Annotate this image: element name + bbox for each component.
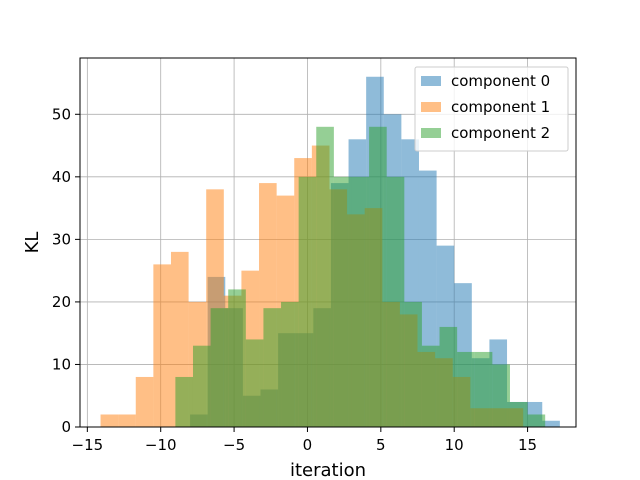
y-tick-label: 50 bbox=[52, 105, 71, 123]
histogram-bar bbox=[298, 176, 317, 427]
x-tick-label: 0 bbox=[303, 436, 313, 454]
histogram-bar bbox=[421, 345, 440, 427]
legend-swatch bbox=[421, 128, 441, 138]
legend-entries: component 0 component 1 component 2 bbox=[421, 72, 550, 142]
histogram-bar bbox=[404, 301, 422, 427]
y-axis-label: KL bbox=[22, 232, 43, 254]
histogram-bar bbox=[509, 401, 528, 427]
histogram-bar bbox=[100, 414, 119, 427]
histogram-bars bbox=[100, 76, 560, 428]
legend-label: component 1 bbox=[451, 98, 550, 116]
histogram-bar bbox=[263, 308, 282, 427]
y-tick-label: 10 bbox=[52, 355, 71, 373]
histogram-bar bbox=[333, 176, 352, 427]
x-tick-label: −5 bbox=[223, 436, 245, 454]
histogram-bar bbox=[192, 345, 211, 427]
histogram-bar bbox=[457, 351, 475, 427]
y-tick-label: 30 bbox=[52, 230, 71, 248]
histogram-bar bbox=[474, 351, 493, 427]
x-tick-label: 15 bbox=[518, 436, 537, 454]
legend: component 0 component 1 component 2 bbox=[414, 66, 569, 152]
legend-entry-0: component 0 bbox=[421, 72, 550, 90]
histogram-bar bbox=[492, 364, 510, 427]
histogram-bar bbox=[118, 414, 136, 427]
legend-entry-1: component 1 bbox=[421, 98, 550, 116]
legend-entry-2: component 2 bbox=[421, 124, 550, 142]
legend-label: component 0 bbox=[451, 72, 550, 90]
histogram-bar bbox=[210, 308, 229, 427]
y-tick-label: 20 bbox=[52, 293, 71, 311]
histogram-bar bbox=[351, 176, 370, 427]
legend-box bbox=[414, 66, 569, 152]
histogram-bar bbox=[281, 301, 299, 427]
histogram-bar bbox=[228, 289, 246, 427]
plot-frame bbox=[79, 57, 577, 428]
x-axis-label: iteration bbox=[290, 460, 366, 480]
x-tick-label: −15 bbox=[72, 436, 104, 454]
y-tick-label: 40 bbox=[52, 168, 71, 186]
histogram-bar bbox=[542, 420, 560, 427]
legend-swatch bbox=[421, 102, 441, 112]
histogram-bar bbox=[245, 339, 264, 427]
histogram-bar bbox=[369, 126, 387, 428]
axis-ticks: −15 −10 −5 0 5 10 15 0 10 20 30 40 50 bbox=[52, 105, 537, 454]
x-tick-label: 10 bbox=[445, 436, 464, 454]
series-2 bbox=[175, 126, 546, 428]
histogram-bar bbox=[386, 176, 405, 427]
x-tick-label: −10 bbox=[145, 436, 177, 454]
histogram-bar bbox=[175, 376, 193, 427]
histogram-bar bbox=[153, 264, 171, 427]
legend-label: component 2 bbox=[451, 124, 550, 142]
legend-swatch bbox=[421, 76, 441, 86]
x-tick-label: 5 bbox=[376, 436, 386, 454]
histogram-bar bbox=[316, 126, 334, 428]
histogram-bar bbox=[527, 414, 546, 427]
histogram-bar bbox=[135, 376, 154, 427]
y-tick-label: 0 bbox=[61, 418, 71, 436]
histogram-bar bbox=[439, 326, 458, 427]
